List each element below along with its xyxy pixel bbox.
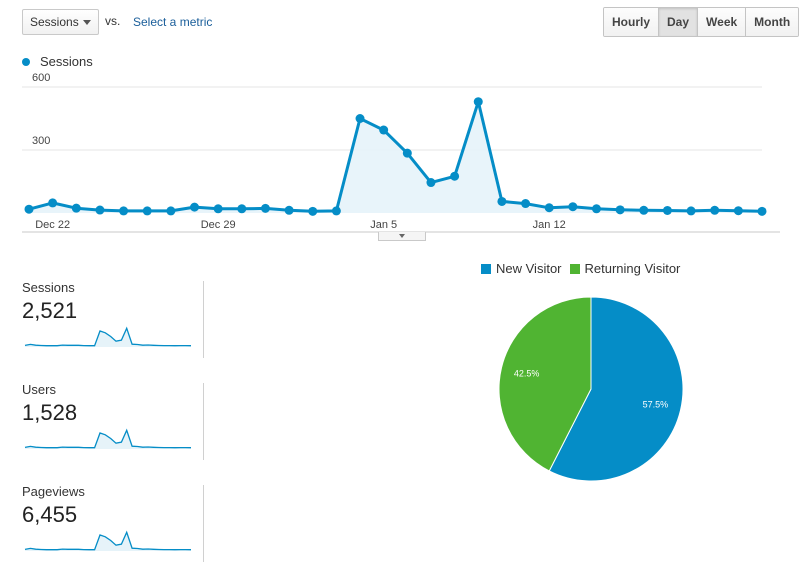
y-tick-label: 600	[32, 72, 50, 84]
chart-expander[interactable]	[378, 232, 426, 241]
data-point[interactable]	[521, 199, 531, 209]
data-point[interactable]	[213, 204, 223, 214]
legend-sessions-label: Sessions	[40, 54, 93, 69]
legend-swatch	[569, 263, 580, 274]
data-point[interactable]	[190, 202, 200, 212]
data-point[interactable]	[591, 204, 601, 214]
caret-down-icon	[399, 234, 405, 238]
metric-select[interactable]: Sessions	[22, 9, 99, 35]
data-point[interactable]	[757, 206, 767, 216]
data-point[interactable]	[615, 205, 625, 215]
data-point[interactable]	[568, 202, 578, 212]
data-point[interactable]	[710, 205, 720, 215]
week-button[interactable]: Week	[697, 8, 746, 36]
data-point[interactable]	[355, 114, 365, 123]
data-point[interactable]	[733, 206, 743, 216]
kpi-divider	[203, 485, 204, 562]
select-metric-link[interactable]: Select a metric	[133, 15, 213, 29]
visitor-pie-chart: 57.5% 42.5%	[498, 296, 684, 482]
data-point[interactable]	[426, 178, 436, 188]
data-point[interactable]	[450, 171, 460, 181]
sparkline-area	[25, 430, 191, 449]
kpi-label: Users	[22, 382, 56, 397]
x-tick-label: Jan 5	[370, 219, 397, 231]
sparkline-line	[24, 326, 192, 347]
sparkline-area	[25, 532, 191, 551]
data-point[interactable]	[639, 205, 649, 215]
kpi-label: Pageviews	[22, 484, 85, 499]
legend-new-visitor[interactable]: New Visitor	[481, 261, 562, 276]
kpi-pageviews: Pageviews 6,455	[22, 484, 207, 528]
data-point[interactable]	[142, 206, 152, 216]
data-point[interactable]	[71, 203, 81, 213]
pie-slice-label: 57.5%	[643, 399, 669, 409]
data-point[interactable]	[24, 204, 34, 214]
sessions-sparkline	[24, 326, 192, 347]
data-point[interactable]	[662, 205, 672, 215]
data-point[interactable]	[686, 206, 696, 216]
data-point[interactable]	[237, 204, 247, 214]
y-tick-label: 300	[32, 135, 50, 147]
data-point[interactable]	[95, 205, 105, 215]
data-point[interactable]	[48, 198, 58, 208]
legend-dot-icon	[22, 57, 30, 66]
kpi-divider	[203, 281, 204, 358]
legend-returning-visitor-label: Returning Visitor	[584, 261, 681, 276]
pie-slice[interactable]	[498, 296, 592, 472]
data-point[interactable]	[473, 97, 483, 107]
area-fill	[29, 101, 762, 213]
kpi-value: 1,528	[22, 400, 78, 425]
kpi-label: Sessions	[22, 280, 75, 295]
data-point[interactable]	[284, 205, 294, 215]
data-point[interactable]	[402, 148, 412, 158]
kpi-value: 6,455	[22, 502, 78, 527]
line-chart-legend: Sessions	[22, 54, 93, 69]
sparkline-line	[24, 530, 192, 551]
kpi-sessions: Sessions 2,521	[22, 280, 207, 324]
data-point[interactable]	[497, 196, 507, 206]
sparkline-area	[25, 328, 191, 347]
sparkline-line	[24, 428, 192, 449]
data-point[interactable]	[331, 206, 341, 216]
sessions-line-chart: 600 300 Dec 22 Dec 29 Jan 5 Jan 12	[22, 72, 780, 233]
pageviews-sparkline	[24, 530, 192, 551]
pie-slice-label: 42.5%	[514, 369, 540, 379]
month-button[interactable]: Month	[745, 8, 799, 36]
day-button[interactable]: Day	[658, 8, 698, 36]
legend-new-visitor-label: New Visitor	[496, 261, 562, 276]
pie-slice[interactable]	[548, 296, 684, 482]
users-sparkline	[24, 428, 192, 449]
x-tick-label: Dec 22	[35, 219, 70, 231]
granularity-toggle: Hourly Day Week Month	[603, 7, 800, 37]
data-point[interactable]	[260, 203, 270, 213]
data-point[interactable]	[544, 203, 554, 213]
vs-label: vs.	[105, 14, 121, 28]
data-point[interactable]	[379, 125, 389, 135]
kpi-value: 2,521	[22, 298, 78, 323]
kpi-users: Users 1,528	[22, 382, 207, 426]
x-tick-label: Dec 29	[201, 219, 236, 231]
data-point[interactable]	[308, 206, 318, 216]
hourly-button[interactable]: Hourly	[604, 8, 659, 36]
data-point[interactable]	[119, 206, 129, 216]
x-tick-label: Jan 12	[533, 219, 566, 231]
pie-legend: New Visitor Returning Visitor	[481, 261, 688, 276]
data-point[interactable]	[166, 206, 176, 216]
metric-select-label: Sessions	[30, 15, 79, 29]
caret-down-icon	[83, 20, 91, 25]
legend-swatch	[481, 263, 491, 274]
kpi-divider	[203, 383, 204, 460]
legend-returning-visitor[interactable]: Returning Visitor	[569, 261, 681, 276]
